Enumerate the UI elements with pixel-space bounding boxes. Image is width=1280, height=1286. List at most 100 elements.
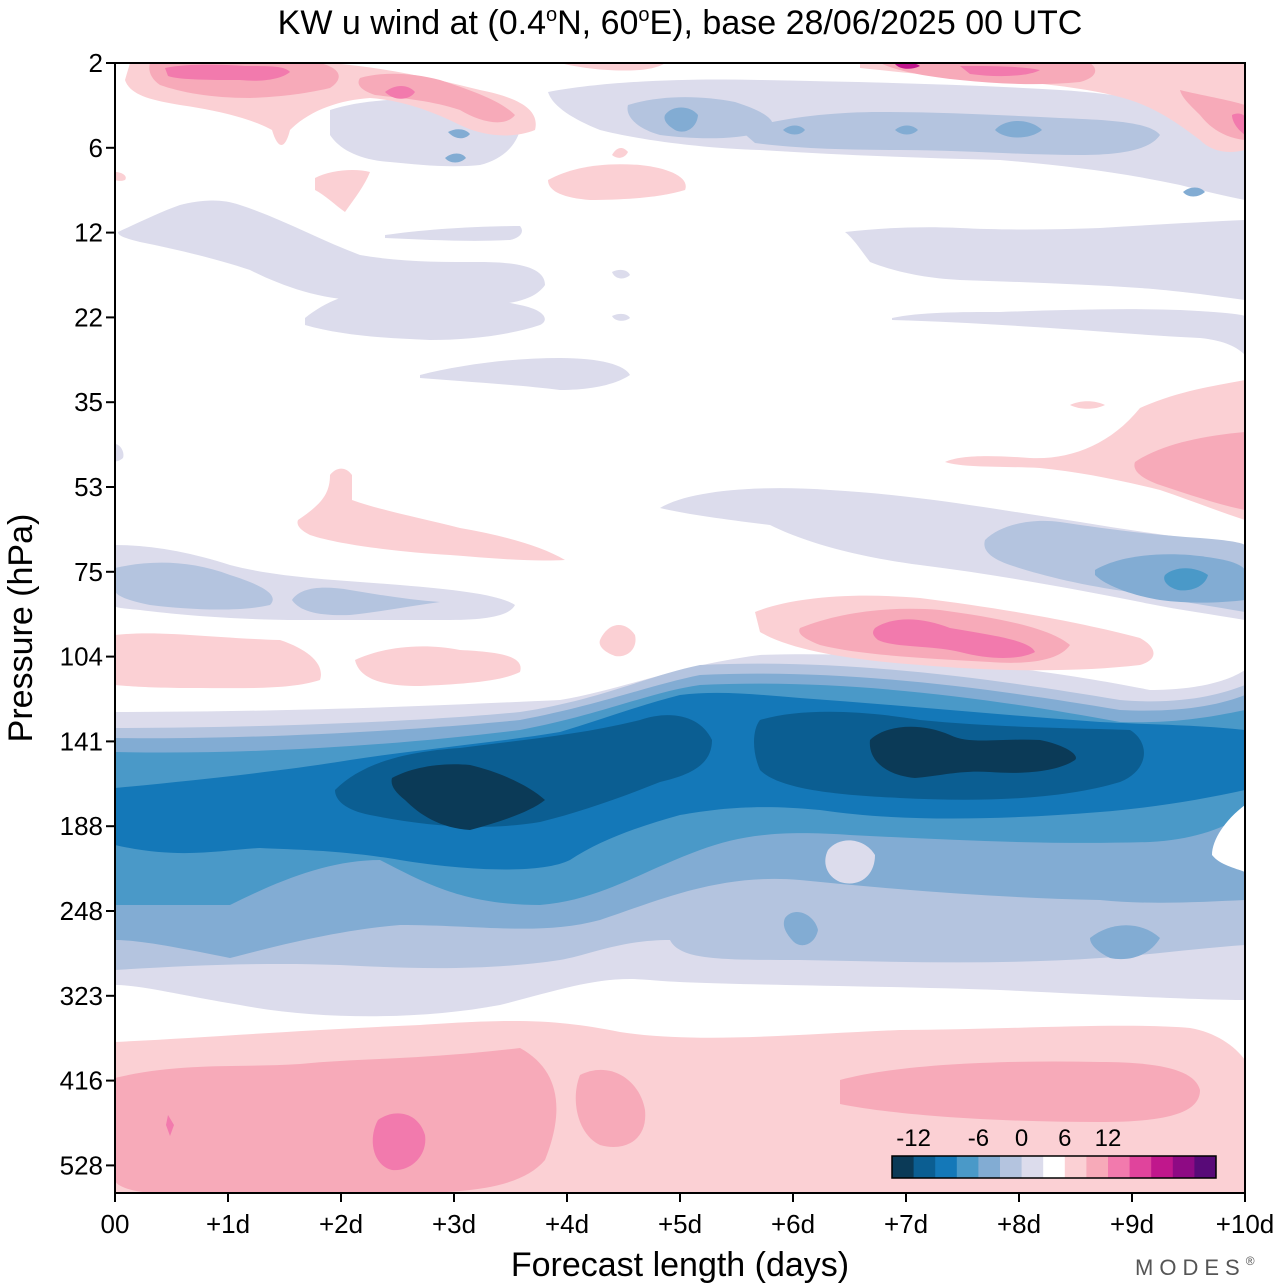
colorbar-bin — [1194, 1156, 1217, 1178]
contour-westerly-104-6 — [873, 619, 1035, 658]
colorbar-bin — [913, 1156, 936, 1178]
contour-upper-blue-6 — [664, 107, 698, 132]
contour-upper-red-8 — [895, 63, 920, 69]
contour-lavender-18 — [612, 269, 630, 279]
x-tick-label: +1d — [206, 1209, 250, 1239]
contour-upper-blue-6f — [445, 153, 466, 163]
contour-field — [115, 63, 1245, 1193]
colorbar-label: 6 — [1058, 1125, 1071, 1152]
contour-upper-red-6d — [1232, 113, 1245, 135]
contour-westerly-8b — [612, 148, 628, 158]
contour-upper-blue-4b — [740, 112, 1160, 155]
contour-pocket-blue-b — [1090, 925, 1160, 960]
colorbar-bin — [1000, 1156, 1023, 1178]
contour-westerly-low-6 — [372, 1113, 426, 1171]
colorbar-bin — [1108, 1156, 1131, 1178]
colorbar-frame — [891, 1155, 1217, 1179]
contour-white-pocket-right — [1212, 805, 1245, 872]
contour-westerly-8c — [315, 170, 370, 212]
contour-upper-blue-6b — [783, 125, 805, 135]
x-axis: 00 +1d +2d +3d +4d +5d +6d +7d +8d +9d +10d — [101, 1193, 1275, 1239]
colorbar-bin — [1021, 1156, 1044, 1178]
contour-westerly-low-4b — [575, 1069, 646, 1147]
colorbar-bin — [956, 1156, 979, 1178]
y-tick-label: 188 — [60, 811, 103, 841]
contour-westerly-low-6b — [166, 1115, 174, 1136]
colorbar-label: -6 — [968, 1125, 989, 1152]
contour-easterly-14 — [391, 764, 545, 830]
contour-upper-blue-6c — [895, 125, 918, 135]
contour-westerly-104-2b — [355, 646, 521, 686]
contour-westerly-low-4c — [840, 1061, 1200, 1122]
y-tick-label: 75 — [74, 557, 103, 587]
y-tick-label: 12 — [74, 218, 103, 248]
contour-westerly-8 — [548, 164, 686, 200]
contour-upper-red-4b — [358, 73, 515, 123]
x-tick-label: +8d — [997, 1209, 1041, 1239]
x-axis-label: Forecast length (days) — [511, 1246, 849, 1284]
contour-lavender-12b — [385, 226, 522, 241]
y-tick-label: 528 — [60, 1150, 103, 1180]
contour-upper-red-6 — [165, 64, 290, 81]
y-axis: 2 6 12 22 35 53 75 104 141 188 248 323 416 528 — [60, 48, 115, 1180]
contour-westerly-53-4 — [1134, 432, 1245, 510]
x-tick-label: +3d — [432, 1209, 476, 1239]
y-tick-label: 104 — [60, 642, 103, 672]
contour-upper-blue-6d — [995, 121, 1042, 138]
contour-lavender-35 — [420, 358, 630, 390]
contour-upper-red-6b — [385, 86, 415, 99]
colorbar-bin — [978, 1156, 1001, 1178]
contour-westerly-40 — [1070, 401, 1105, 409]
x-tick-label: 00 — [101, 1209, 130, 1239]
y-tick-label: 248 — [60, 896, 103, 926]
contour-westerly-low-4 — [115, 1048, 557, 1193]
colorbar-label: -12 — [896, 1125, 931, 1152]
contour-westerly-104-2c — [599, 624, 636, 657]
colorbar-bin — [1172, 1156, 1195, 1178]
y-tick-label: 6 — [89, 133, 103, 163]
x-tick-label: +9d — [1110, 1209, 1154, 1239]
contour-easterly-75r-2 — [660, 488, 1245, 620]
y-tick-label: 416 — [60, 1066, 103, 1096]
contour-lavender-22c — [892, 309, 1245, 355]
colorbar-bin — [935, 1156, 958, 1178]
chart-title: KW u wind at (0.4oN, 60oE), base 28/06/2… — [278, 4, 1083, 42]
contour-upper-red-4d — [1180, 90, 1245, 140]
colorbar-bin — [1064, 1156, 1087, 1178]
contour-pocket-blue — [783, 911, 818, 946]
contour-easterly-75-4b — [292, 587, 440, 616]
x-tick-label: +10d — [1216, 1209, 1275, 1239]
y-tick-label: 141 — [60, 726, 103, 756]
contour-upper-red-2b — [560, 63, 665, 71]
x-tick-label: +7d — [884, 1209, 928, 1239]
colorbar-bin — [1151, 1156, 1174, 1178]
contour-upper-blue-6g — [1183, 187, 1205, 197]
contour-lavender-53-left — [115, 444, 124, 462]
contour-pocket-light — [825, 840, 875, 884]
y-tick-label: 53 — [74, 472, 103, 502]
y-axis-label: Pressure (hPa) — [2, 514, 40, 743]
y-tick-label: 22 — [74, 302, 103, 332]
contour-easterly-14b — [869, 726, 1076, 778]
colorbar-label: 0 — [1015, 1125, 1028, 1152]
colorbar-label: 12 — [1095, 1125, 1122, 1152]
y-tick-label: 35 — [74, 387, 103, 417]
contour-easterly-75-4 — [115, 562, 273, 610]
x-tick-label: +5d — [658, 1209, 702, 1239]
contour-upper-blue-4 — [627, 97, 773, 139]
x-tick-label: +6d — [771, 1209, 815, 1239]
y-tick-label: 2 — [89, 48, 103, 78]
contour-lavender-22b — [612, 313, 630, 321]
contour-upper-red-6c — [960, 66, 1040, 77]
contour-lavender-12 — [118, 200, 545, 305]
contour-upper-red-2c — [860, 63, 1245, 152]
contour-westerly-8d — [115, 172, 126, 181]
colorbar: -12 -6 0 6 12 — [891, 1125, 1217, 1179]
colorbar-bin — [1043, 1156, 1066, 1178]
colorbar-bin — [1129, 1156, 1152, 1178]
colorbar-bin — [1086, 1156, 1109, 1178]
colorbar-bin — [892, 1156, 915, 1178]
contour-lavender-12c — [845, 220, 1245, 300]
modes-logo: MODES® — [1135, 1254, 1255, 1280]
